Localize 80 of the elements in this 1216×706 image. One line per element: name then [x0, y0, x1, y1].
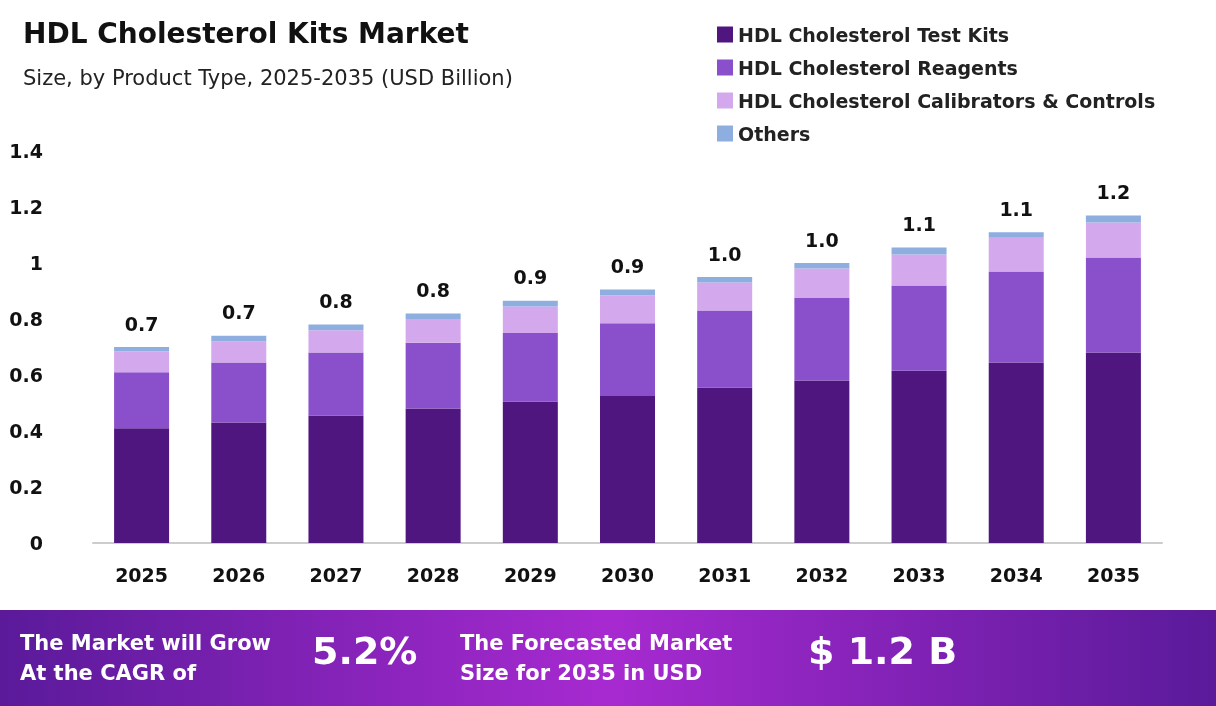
- x-tick-label: 2028: [406, 563, 460, 586]
- x-tick-label: 2030: [601, 563, 654, 586]
- legend-label: HDL Cholesterol Test Kits: [738, 23, 1010, 46]
- bar: [308, 352, 364, 416]
- x-tick-label: 2027: [309, 563, 363, 586]
- y-tick-label: 0.6: [9, 364, 43, 386]
- bar: [211, 422, 267, 543]
- bar: [794, 263, 850, 269]
- x-tick-label: 2025: [115, 563, 169, 586]
- bar: [1085, 352, 1141, 543]
- bar: [211, 362, 267, 423]
- bar: [891, 254, 947, 286]
- bar: [988, 237, 1044, 272]
- total-label: 0.7: [124, 312, 159, 335]
- total-label: 1.0: [707, 242, 742, 265]
- y-tick-label: 0.8: [9, 308, 43, 330]
- total-label: 0.9: [513, 266, 548, 289]
- x-tick-label: 2029: [503, 563, 557, 586]
- bar: [891, 285, 947, 371]
- bar: [697, 282, 753, 311]
- x-tick-label: 2035: [1086, 563, 1140, 586]
- text: The Market will Grow At the CAGR of: [20, 631, 271, 685]
- text: 5.2%: [312, 629, 418, 673]
- bar: [794, 268, 850, 298]
- y-tick-label: 1.2: [9, 196, 43, 218]
- bar: [1085, 257, 1141, 353]
- chart-title: HDL Cholesterol Kits Market: [23, 16, 469, 50]
- bar: [114, 351, 170, 373]
- total-label: 0.7: [221, 301, 256, 324]
- bar: [891, 370, 947, 543]
- bar: [114, 372, 170, 429]
- total-label: 1.2: [1096, 180, 1131, 203]
- bar: [697, 387, 753, 543]
- legend-label: Others: [738, 122, 811, 145]
- y-tick-label: 1.4: [9, 140, 43, 162]
- bar: [988, 271, 1044, 363]
- bar: [988, 362, 1044, 543]
- total-label: 0.8: [319, 290, 353, 313]
- legend-label: HDL Cholesterol Reagents: [738, 56, 1018, 79]
- bar: [988, 232, 1044, 238]
- total-label: 1.0: [805, 228, 839, 251]
- x-tick-label: 2033: [892, 563, 946, 586]
- bar: [114, 347, 170, 352]
- bar: [211, 341, 267, 363]
- bar: [405, 313, 461, 319]
- y-tick-label: 1: [29, 252, 43, 274]
- bar: [600, 323, 655, 396]
- bar: [114, 428, 170, 543]
- bar: [405, 408, 461, 543]
- bar: [794, 298, 850, 381]
- bar: [308, 415, 364, 543]
- bar: [600, 295, 655, 324]
- bar: [891, 247, 947, 255]
- x-tick-label: 2032: [795, 563, 849, 586]
- total-label: 1.1: [999, 197, 1034, 220]
- x-tick-label: 2034: [989, 563, 1043, 586]
- y-tick-label: 0.2: [9, 476, 43, 498]
- bar: [697, 277, 753, 283]
- total-label: 1.1: [902, 213, 936, 236]
- bar: [405, 319, 461, 343]
- bar: [697, 310, 753, 388]
- text: The Forecasted Market Size for 2035 in USD: [460, 631, 733, 685]
- bar: [1085, 215, 1141, 223]
- bar: [308, 330, 364, 353]
- bar: [502, 306, 558, 333]
- bar: [1085, 222, 1141, 258]
- x-tick-label: 2026: [212, 563, 266, 586]
- bar: [794, 380, 850, 543]
- bar: [600, 396, 655, 543]
- bar: [405, 342, 461, 409]
- y-tick-label: 0: [29, 532, 43, 554]
- bar: [502, 401, 558, 543]
- y-tick-label: 0.4: [9, 420, 43, 442]
- total-label: 0.9: [610, 255, 645, 278]
- chart-subtitle: Size, by Product Type, 2025-2035 (USD Billion): [23, 65, 513, 90]
- total-label: 0.8: [416, 278, 450, 301]
- bar: [502, 333, 558, 402]
- text: $ 1.2 B: [808, 629, 958, 673]
- legend-label: HDL Cholesterol Calibrators & Controls: [738, 89, 1156, 112]
- x-tick-label: 2031: [698, 563, 752, 586]
